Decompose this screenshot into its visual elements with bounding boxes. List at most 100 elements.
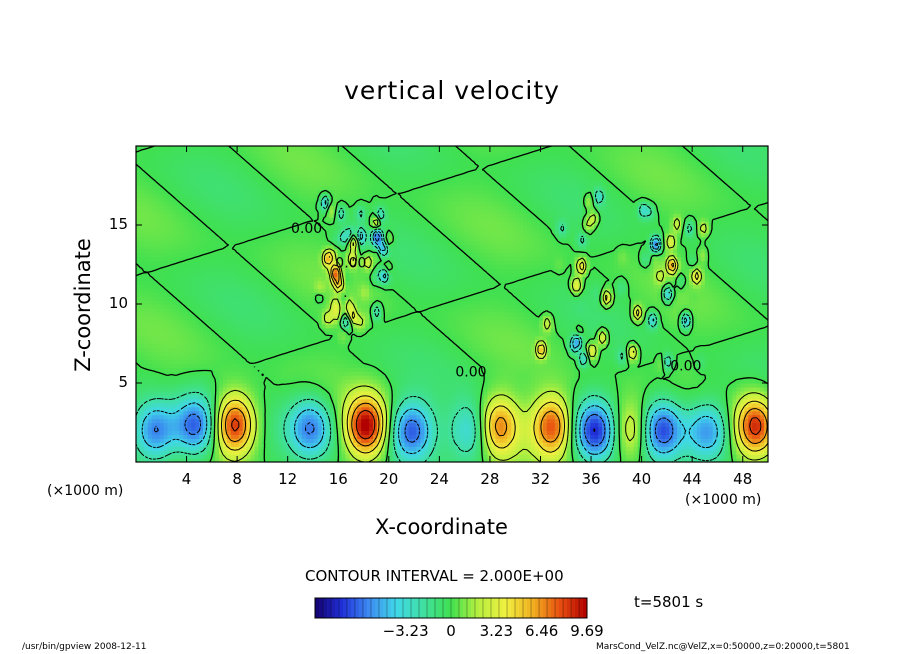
heatmap-cell: [400, 422, 406, 428]
heatmap-cell: [653, 410, 658, 416]
heatmap-cell: [534, 414, 540, 420]
heatmap-cell: [554, 458, 560, 462]
heatmap-cell: [392, 394, 398, 400]
heatmap-cell: [171, 434, 177, 439]
heatmap-cell: [629, 426, 635, 431]
heatmap-cell: [475, 351, 481, 356]
heatmap-cell: [724, 355, 730, 360]
heatmap-cell: [234, 402, 240, 408]
heatmap-cell: [274, 398, 279, 404]
heatmap-cell: [392, 430, 398, 435]
heatmap-cell: [143, 351, 149, 356]
heatmap-cell: [748, 442, 753, 447]
heatmap-cell: [459, 430, 465, 435]
heatmap-cell: [657, 402, 662, 408]
heatmap-cell: [369, 446, 374, 451]
heatmap-cell: [163, 367, 169, 372]
heatmap-cell: [744, 418, 749, 424]
heatmap-cell: [384, 363, 390, 368]
heatmap-cell: [333, 442, 339, 447]
heatmap-cell: [760, 390, 765, 396]
heatmap-cell: [511, 450, 516, 455]
heatmap-cell: [159, 422, 165, 428]
heatmap-cell: [720, 406, 726, 412]
heatmap-cell: [538, 394, 544, 400]
heatmap-cell: [483, 347, 489, 352]
heatmap-cell: [712, 418, 718, 424]
heatmap-cell: [756, 406, 761, 412]
heatmap-cell: [400, 371, 406, 376]
heatmap-cell: [764, 347, 768, 352]
heatmap-cell: [337, 446, 342, 451]
heatmap-cell: [570, 450, 576, 455]
heatmap-cell: [321, 355, 327, 360]
heatmap-cell: [586, 386, 591, 392]
heatmap-cell: [728, 390, 734, 396]
heatmap-cell: [317, 406, 323, 412]
heatmap-cell: [380, 386, 386, 392]
heatmap-cell: [483, 359, 489, 364]
heatmap-cell: [621, 371, 627, 376]
heatmap-cell: [305, 379, 311, 384]
heatmap-cell: [171, 442, 177, 447]
heatmap-cell: [736, 438, 741, 443]
heatmap-cell: [187, 379, 192, 384]
heatmap-cell: [278, 438, 283, 443]
heatmap-cell: [195, 450, 200, 455]
heatmap-cell: [499, 430, 504, 435]
heatmap-cell: [546, 363, 552, 368]
heatmap-cell: [760, 351, 765, 356]
heatmap-cell: [428, 458, 433, 462]
heatmap-cell: [546, 375, 552, 380]
heatmap-cell: [657, 434, 662, 439]
heatmap-cell: [479, 430, 485, 435]
heatmap-cell: [428, 426, 433, 431]
heatmap-cell: [665, 343, 670, 349]
heatmap-cell: [412, 442, 418, 447]
heatmap-cell: [207, 422, 212, 428]
heatmap-cell: [491, 375, 497, 380]
heatmap-cell: [455, 422, 461, 428]
heatmap-cell: [503, 418, 508, 424]
heatmap-cell: [740, 434, 745, 439]
heatmap-cell: [163, 426, 169, 431]
heatmap-cell: [598, 438, 603, 443]
heatmap-cell: [724, 363, 730, 368]
heatmap-cell: [448, 442, 453, 447]
heatmap-cell: [748, 410, 753, 416]
heatmap-cell: [400, 383, 406, 388]
heatmap-cell: [337, 347, 342, 352]
heatmap-cell: [736, 454, 741, 459]
heatmap-cell: [211, 367, 216, 372]
heatmap-cell: [159, 351, 165, 356]
heatmap-cell: [218, 386, 224, 392]
heatmap-cell: [187, 414, 192, 420]
heatmap-cell: [692, 450, 698, 455]
heatmap-cell: [195, 371, 200, 376]
heatmap-cell: [475, 430, 481, 435]
heatmap-cell: [487, 339, 493, 345]
heatmap-cell: [203, 418, 208, 424]
heatmap-cell: [341, 379, 346, 384]
heatmap-cell: [361, 359, 366, 364]
heatmap-cell: [582, 367, 587, 372]
heatmap-cell: [211, 335, 216, 341]
heatmap-cell: [345, 343, 350, 349]
heatmap-cell: [617, 359, 623, 364]
heatmap-cell: [159, 383, 165, 388]
heatmap-cell: [353, 339, 358, 345]
heatmap-cell: [621, 450, 627, 455]
heatmap-cell: [617, 386, 623, 392]
heatmap-cell: [692, 410, 698, 416]
heatmap-cell: [519, 367, 524, 372]
heatmap-cell: [222, 446, 228, 451]
heatmap-cell: [215, 414, 220, 420]
heatmap-cell: [673, 347, 678, 352]
heatmap-cell: [199, 442, 204, 447]
heatmap-cell: [309, 454, 315, 459]
heatmap-cell: [392, 339, 398, 345]
heatmap-cell: [376, 347, 382, 352]
heatmap-cell: [621, 434, 627, 439]
heatmap-cell: [432, 375, 437, 380]
heatmap-cell: [373, 339, 378, 345]
